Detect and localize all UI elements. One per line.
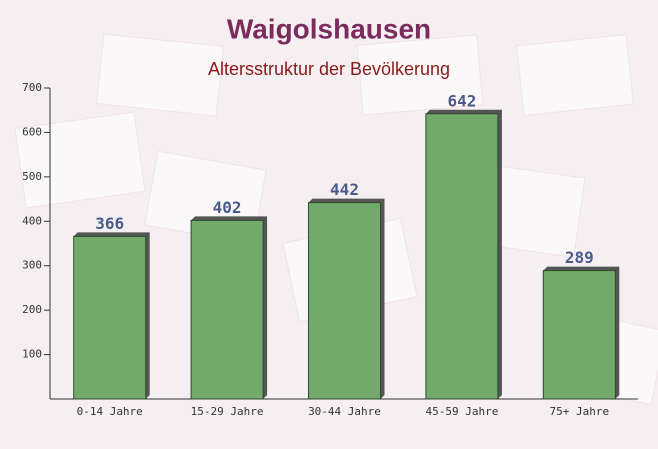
value-label: 402: [213, 198, 242, 217]
bar: [308, 202, 381, 400]
y-tick-label: 400: [22, 214, 42, 227]
x-tick-label: 30-44 Jahre: [308, 405, 381, 418]
bar: [425, 113, 499, 400]
value-label: 442: [330, 180, 359, 199]
value-label: 366: [95, 214, 124, 233]
chart-title: Waigolshausen: [227, 13, 431, 44]
bar: [542, 270, 616, 400]
y-tick-label: 200: [22, 303, 42, 316]
y-tick-label: 500: [22, 170, 42, 183]
chart-subtitle: Altersstruktur der Bevölkerung: [208, 59, 450, 79]
x-tick-label: 45-59 Jahre: [425, 405, 498, 418]
value-label: 289: [565, 248, 594, 267]
y-tick-label: 100: [22, 348, 42, 361]
bar: [190, 219, 264, 400]
bar: [73, 235, 147, 400]
value-label: 642: [447, 91, 476, 110]
y-tick-label: 600: [22, 125, 42, 138]
x-tick-label: 75+ Jahre: [549, 405, 609, 418]
x-tick-label: 0-14 Jahre: [77, 405, 143, 418]
x-tick-label: 15-29 Jahre: [191, 405, 264, 418]
y-tick-label: 300: [22, 259, 42, 272]
y-tick-label: 700: [22, 81, 42, 94]
